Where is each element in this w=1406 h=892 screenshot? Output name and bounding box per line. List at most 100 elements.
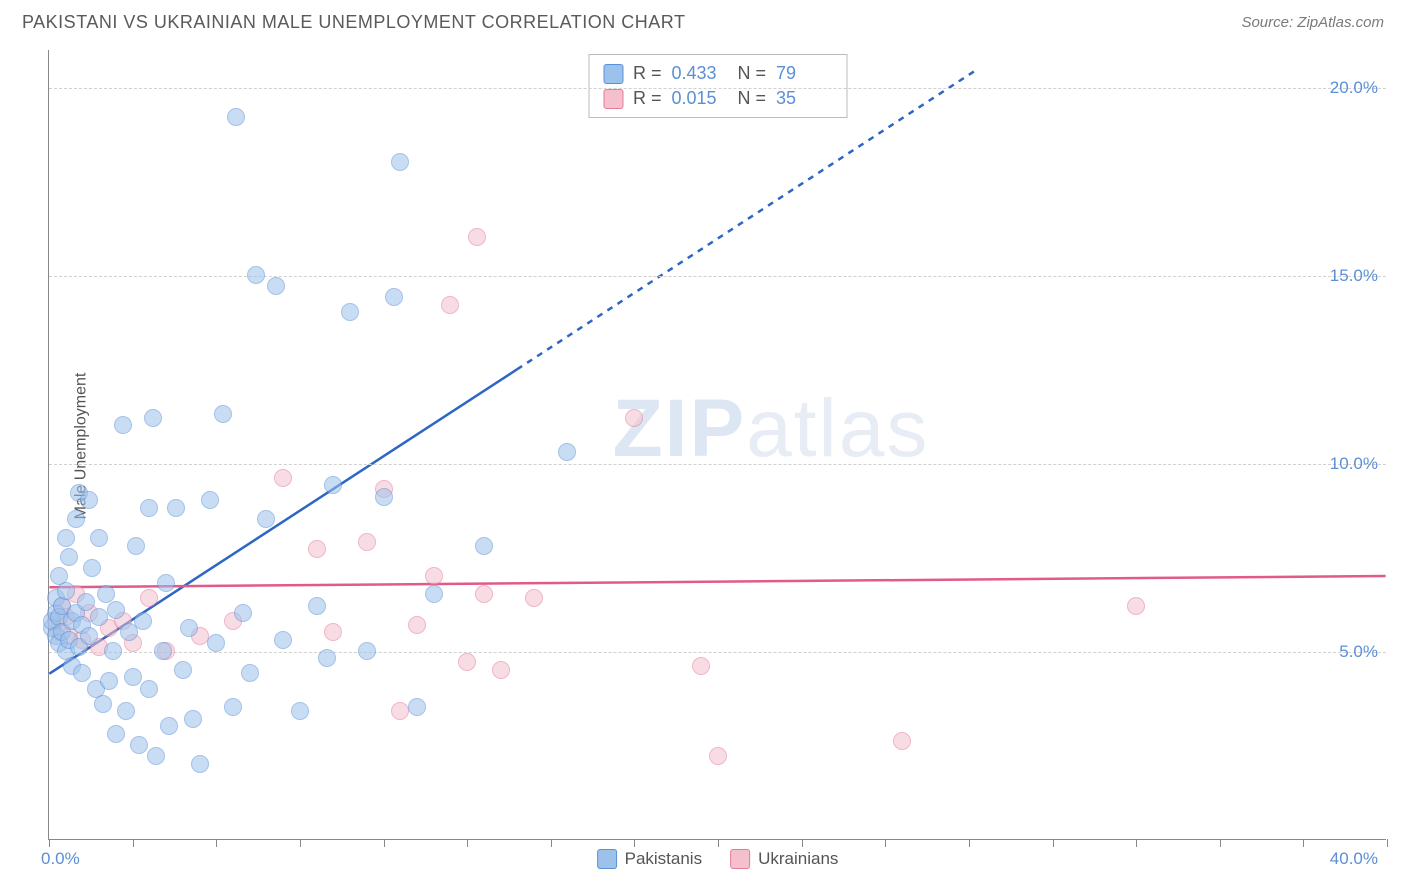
x-tick <box>133 839 134 847</box>
scatter-point-ukrainians <box>525 589 543 607</box>
scatter-point-pakistanis <box>234 604 252 622</box>
x-tick <box>384 839 385 847</box>
scatter-point-pakistanis <box>207 634 225 652</box>
scatter-point-pakistanis <box>107 725 125 743</box>
scatter-point-pakistanis <box>147 747 165 765</box>
scatter-point-pakistanis <box>247 266 265 284</box>
scatter-point-ukrainians <box>408 616 426 634</box>
scatter-point-pakistanis <box>324 476 342 494</box>
scatter-point-pakistanis <box>90 608 108 626</box>
scatter-point-pakistanis <box>154 642 172 660</box>
scatter-point-ukrainians <box>274 469 292 487</box>
gridline-h <box>49 464 1386 465</box>
scatter-point-pakistanis <box>408 698 426 716</box>
x-tick <box>885 839 886 847</box>
scatter-point-pakistanis <box>67 510 85 528</box>
scatter-point-ukrainians <box>425 567 443 585</box>
watermark: ZIPatlas <box>613 382 930 476</box>
stat-n-ukrainians: 35 <box>776 88 832 109</box>
scatter-point-pakistanis <box>100 672 118 690</box>
plot-area: ZIPatlas R = 0.433 N = 79 R = 0.015 N = … <box>48 50 1386 840</box>
scatter-point-pakistanis <box>274 631 292 649</box>
scatter-point-pakistanis <box>144 409 162 427</box>
x-tick <box>551 839 552 847</box>
scatter-point-pakistanis <box>80 491 98 509</box>
scatter-point-pakistanis <box>308 597 326 615</box>
scatter-point-pakistanis <box>83 559 101 577</box>
scatter-point-pakistanis <box>73 664 91 682</box>
scatter-point-pakistanis <box>180 619 198 637</box>
y-tick-label: 20.0% <box>1330 78 1378 98</box>
scatter-point-pakistanis <box>157 574 175 592</box>
stat-r-pakistanis: 0.433 <box>672 63 728 84</box>
gridline-h <box>49 88 1386 89</box>
scatter-point-pakistanis <box>375 488 393 506</box>
scatter-point-pakistanis <box>57 529 75 547</box>
scatter-point-ukrainians <box>475 585 493 603</box>
scatter-point-pakistanis <box>214 405 232 423</box>
stat-r-label: R = <box>633 63 662 84</box>
scatter-point-pakistanis <box>184 710 202 728</box>
x-tick <box>216 839 217 847</box>
chart-title: PAKISTANI VS UKRAINIAN MALE UNEMPLOYMENT… <box>22 12 685 33</box>
x-tick <box>300 839 301 847</box>
scatter-point-pakistanis <box>127 537 145 555</box>
legend-swatch-pakistanis <box>597 849 617 869</box>
scatter-point-ukrainians <box>308 540 326 558</box>
x-tick <box>718 839 719 847</box>
scatter-point-pakistanis <box>90 529 108 547</box>
stat-r-label: R = <box>633 88 662 109</box>
legend-stats-row-pakistanis: R = 0.433 N = 79 <box>603 61 832 86</box>
chart-header: PAKISTANI VS UKRAINIAN MALE UNEMPLOYMENT… <box>0 0 1406 41</box>
x-tick <box>634 839 635 847</box>
watermark-rest: atlas <box>746 383 929 474</box>
scatter-point-pakistanis <box>160 717 178 735</box>
x-tick <box>467 839 468 847</box>
scatter-point-pakistanis <box>385 288 403 306</box>
scatter-point-pakistanis <box>174 661 192 679</box>
scatter-point-ukrainians <box>358 533 376 551</box>
scatter-point-pakistanis <box>107 601 125 619</box>
x-tick <box>49 839 50 847</box>
scatter-point-pakistanis <box>117 702 135 720</box>
x-tick <box>969 839 970 847</box>
scatter-point-pakistanis <box>77 593 95 611</box>
chart-source: Source: ZipAtlas.com <box>1241 14 1384 31</box>
scatter-point-pakistanis <box>257 510 275 528</box>
legend-stats-row-ukrainians: R = 0.015 N = 35 <box>603 86 832 111</box>
trend-lines-layer <box>49 50 1386 839</box>
scatter-point-ukrainians <box>492 661 510 679</box>
scatter-point-ukrainians <box>458 653 476 671</box>
scatter-point-pakistanis <box>475 537 493 555</box>
bottom-legend-label: Pakistanis <box>625 849 702 869</box>
scatter-point-pakistanis <box>191 755 209 773</box>
y-tick-label: 5.0% <box>1339 642 1378 662</box>
scatter-point-ukrainians <box>1127 597 1145 615</box>
x-tick <box>1387 839 1388 847</box>
scatter-point-pakistanis <box>227 108 245 126</box>
scatter-point-pakistanis <box>104 642 122 660</box>
scatter-point-pakistanis <box>167 499 185 517</box>
scatter-point-pakistanis <box>291 702 309 720</box>
scatter-point-ukrainians <box>692 657 710 675</box>
gridline-h <box>49 652 1386 653</box>
scatter-point-pakistanis <box>318 649 336 667</box>
legend-stats-box: R = 0.433 N = 79 R = 0.015 N = 35 <box>588 54 847 118</box>
scatter-point-pakistanis <box>241 664 259 682</box>
scatter-point-pakistanis <box>130 736 148 754</box>
scatter-point-pakistanis <box>267 277 285 295</box>
trend-line <box>49 576 1385 587</box>
scatter-point-pakistanis <box>80 627 98 645</box>
scatter-point-pakistanis <box>425 585 443 603</box>
scatter-point-pakistanis <box>124 668 142 686</box>
watermark-bold: ZIP <box>613 383 747 474</box>
x-tick <box>1220 839 1221 847</box>
scatter-point-pakistanis <box>134 612 152 630</box>
scatter-point-pakistanis <box>358 642 376 660</box>
scatter-point-pakistanis <box>114 416 132 434</box>
scatter-point-ukrainians <box>391 702 409 720</box>
x-tick <box>1136 839 1137 847</box>
scatter-point-ukrainians <box>709 747 727 765</box>
bottom-legend-item-pakistanis: Pakistanis <box>597 849 702 869</box>
x-tick <box>1303 839 1304 847</box>
